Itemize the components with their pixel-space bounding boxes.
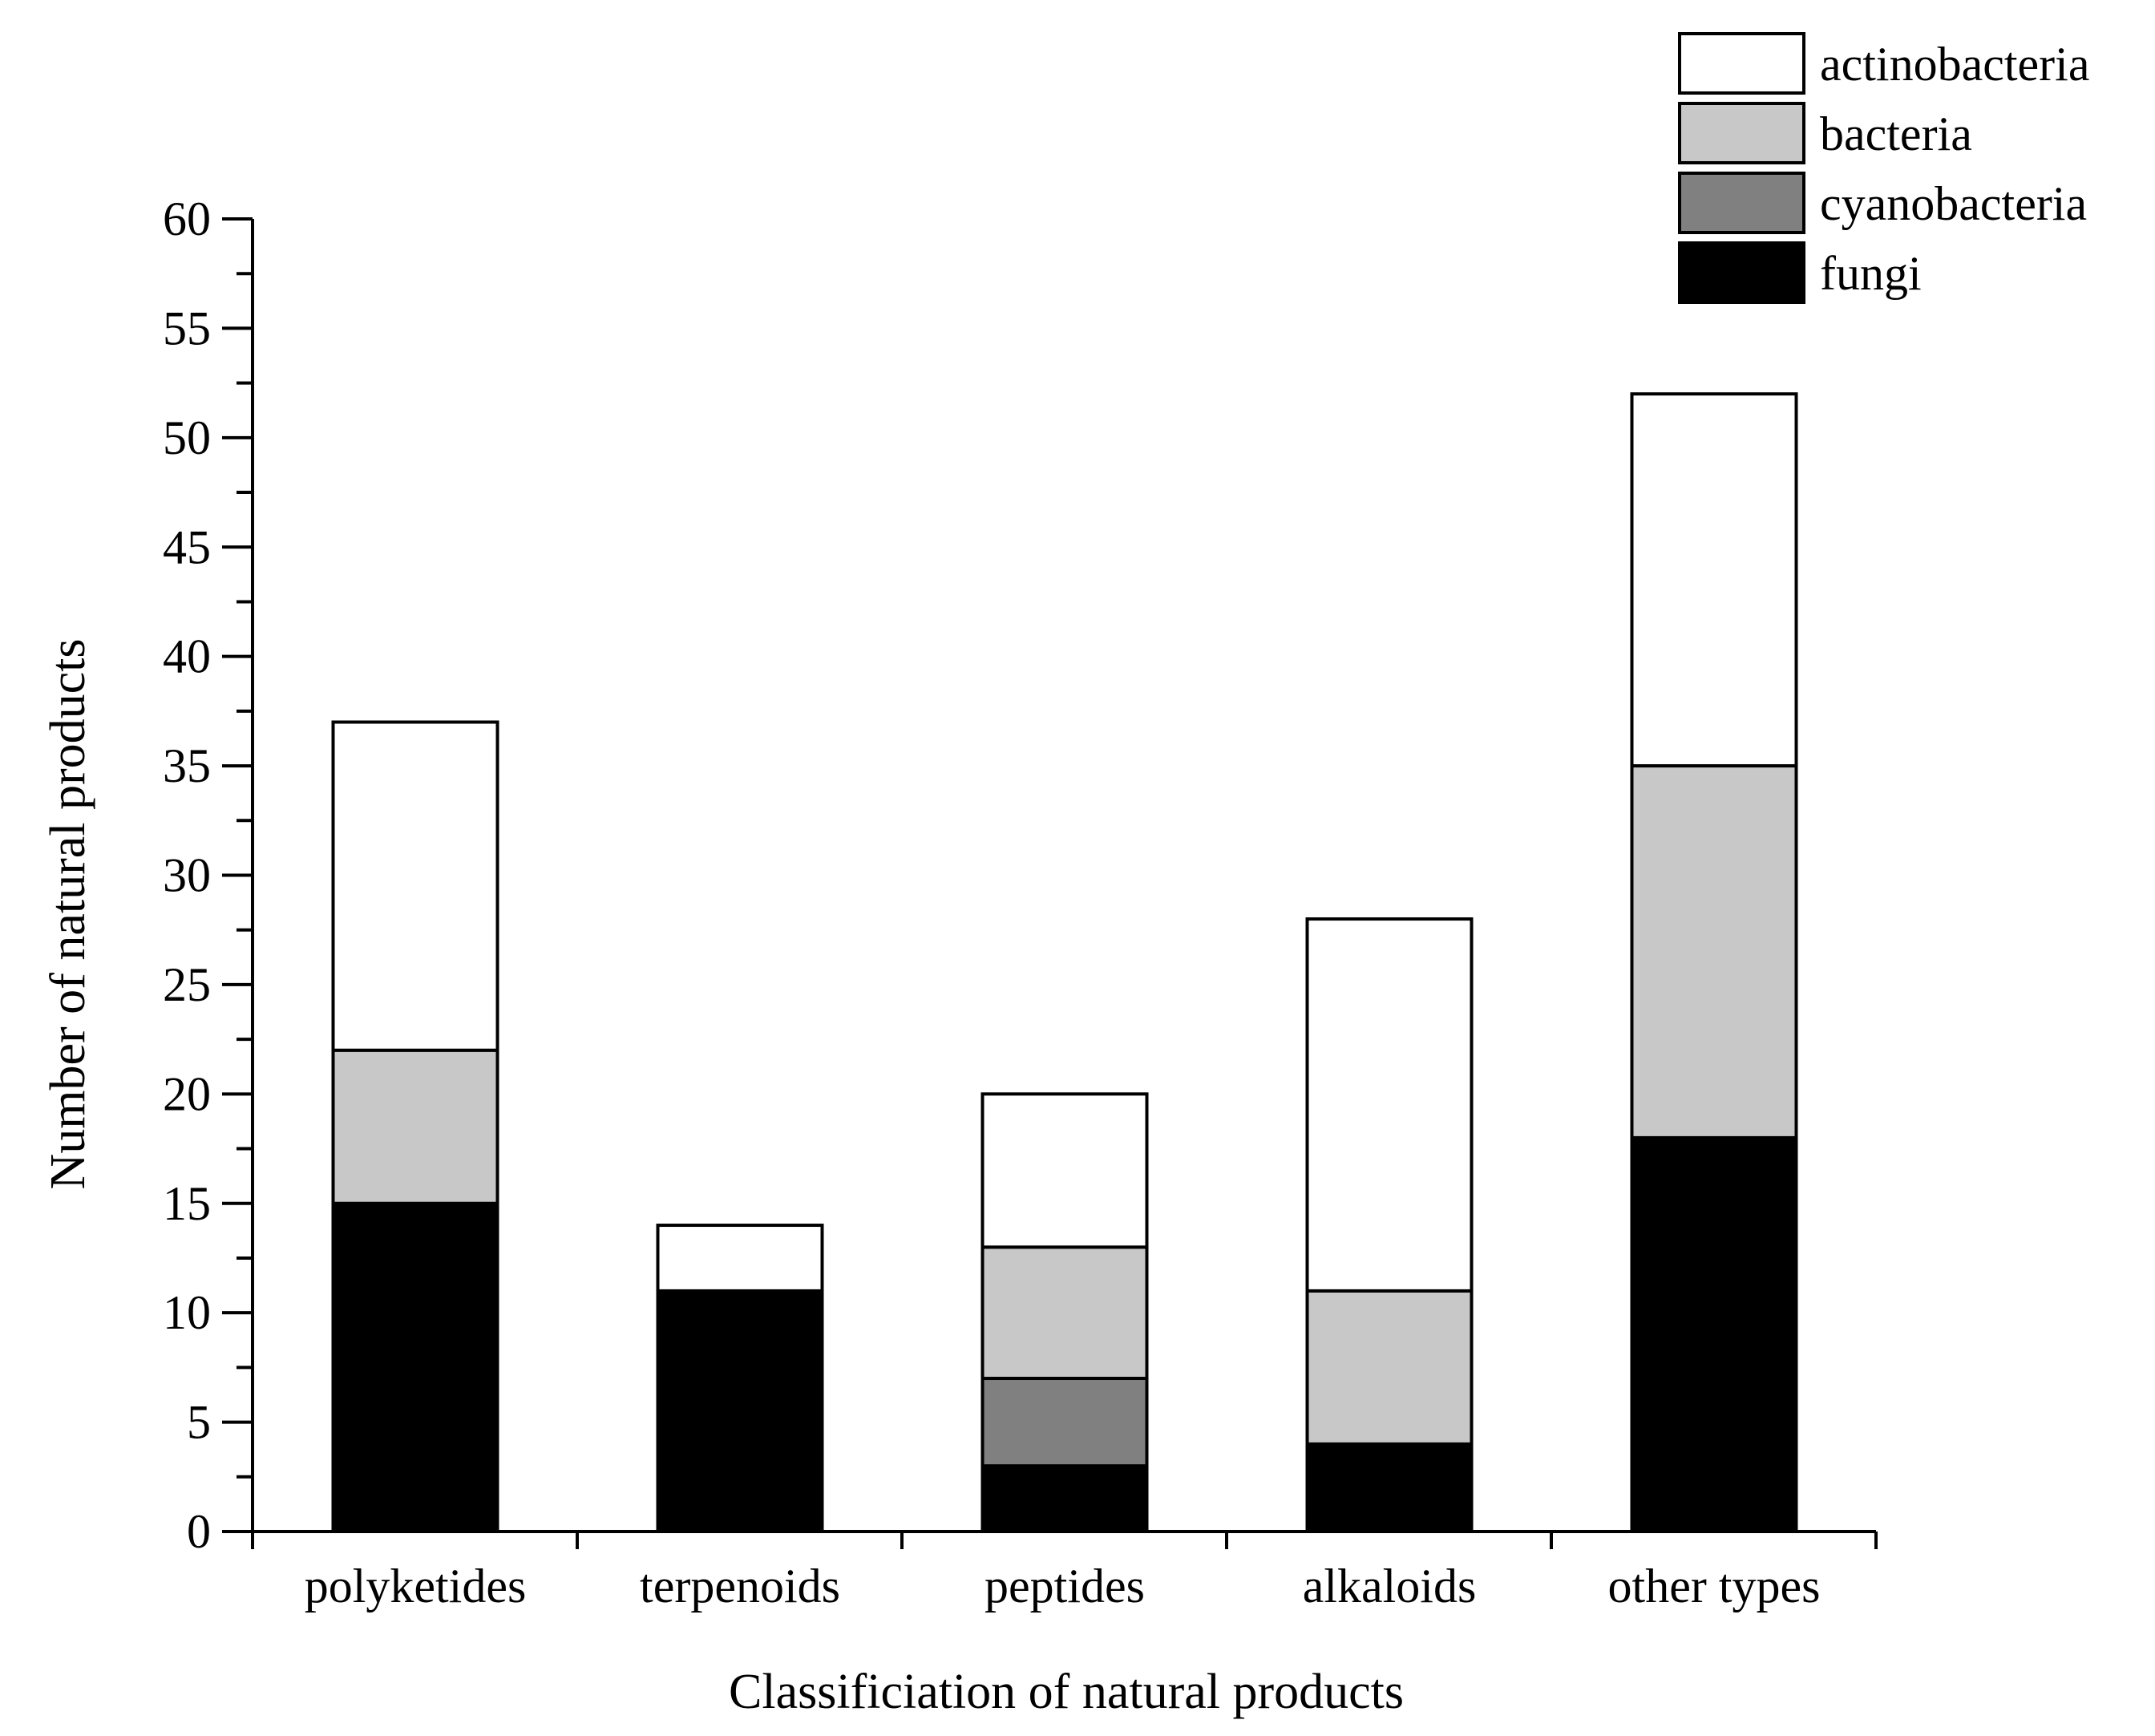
legend-label-cyanobacteria: cyanobacteria	[1820, 177, 2087, 230]
axes-group: polyketides terpenoids peptides alkaloids ot…	[163, 192, 1878, 1613]
y-tick-label-0: 0	[187, 1505, 211, 1558]
bar-peptides-actinobacteria	[980, 1092, 1149, 1249]
y-axis-title: Number of natural products	[41, 639, 95, 1190]
bar-peptides-bacteria	[980, 1245, 1149, 1381]
legend-label-actinobacteria: actinobacteria	[1820, 38, 2089, 91]
legend-swatch-actinobacteria	[1678, 32, 1805, 95]
bar-other-types-actinobacteria	[1630, 392, 1798, 768]
y-tick-label-15: 15	[163, 1177, 211, 1230]
x-tick-label-other-types: other types	[1608, 1560, 1821, 1613]
bar-peptides-cyanobacteria	[980, 1377, 1149, 1468]
legend-swatch-bacteria	[1678, 102, 1805, 164]
legend-label-fungi: fungi	[1820, 247, 1922, 300]
bar-other-types-fungi	[1630, 1135, 1798, 1534]
legend-swatch-fungi	[1678, 241, 1805, 304]
legend-label-bacteria: bacteria	[1820, 107, 1972, 160]
y-tick-label-35: 35	[163, 739, 211, 792]
bar-alkaloids-actinobacteria	[1305, 917, 1474, 1293]
y-tick-label-5: 5	[187, 1396, 211, 1449]
legend: actinobacteria bacteria cyanobacteria fungi	[1678, 32, 2089, 304]
y-tick-label-30: 30	[163, 849, 211, 902]
bar-alkaloids-bacteria	[1305, 1289, 1474, 1446]
x-tick-label-polyketides: polyketides	[305, 1560, 527, 1613]
x-tick-label-alkaloids: alkaloids	[1303, 1560, 1477, 1613]
x-tick-label-terpenoids: terpenoids	[640, 1560, 840, 1613]
bars-group	[331, 392, 1798, 1534]
x-axis-title: Classificiation of natural products	[729, 1665, 1404, 1719]
legend-swatch-cyanobacteria	[1678, 172, 1805, 234]
y-tick-label-55: 55	[163, 301, 211, 354]
y-tick-label-45: 45	[163, 520, 211, 573]
y-tick-label-60: 60	[163, 192, 211, 245]
bar-polyketides-fungi	[331, 1201, 499, 1533]
y-tick-label-40: 40	[163, 630, 211, 683]
y-tick-label-25: 25	[163, 958, 211, 1011]
bar-peptides-fungi	[980, 1464, 1149, 1534]
bar-polyketides-actinobacteria	[331, 720, 499, 1052]
y-tick-label-50: 50	[163, 411, 211, 464]
y-tick-label-20: 20	[163, 1067, 211, 1120]
x-tick-label-peptides: peptides	[985, 1560, 1145, 1613]
bar-polyketides-bacteria	[331, 1048, 499, 1205]
bar-terpenoids-actinobacteria	[656, 1224, 824, 1293]
bar-terpenoids-fungi	[656, 1289, 824, 1533]
y-tick-label-10: 10	[163, 1286, 211, 1339]
bar-alkaloids-fungi	[1305, 1442, 1474, 1534]
bar-other-types-bacteria	[1630, 764, 1798, 1139]
